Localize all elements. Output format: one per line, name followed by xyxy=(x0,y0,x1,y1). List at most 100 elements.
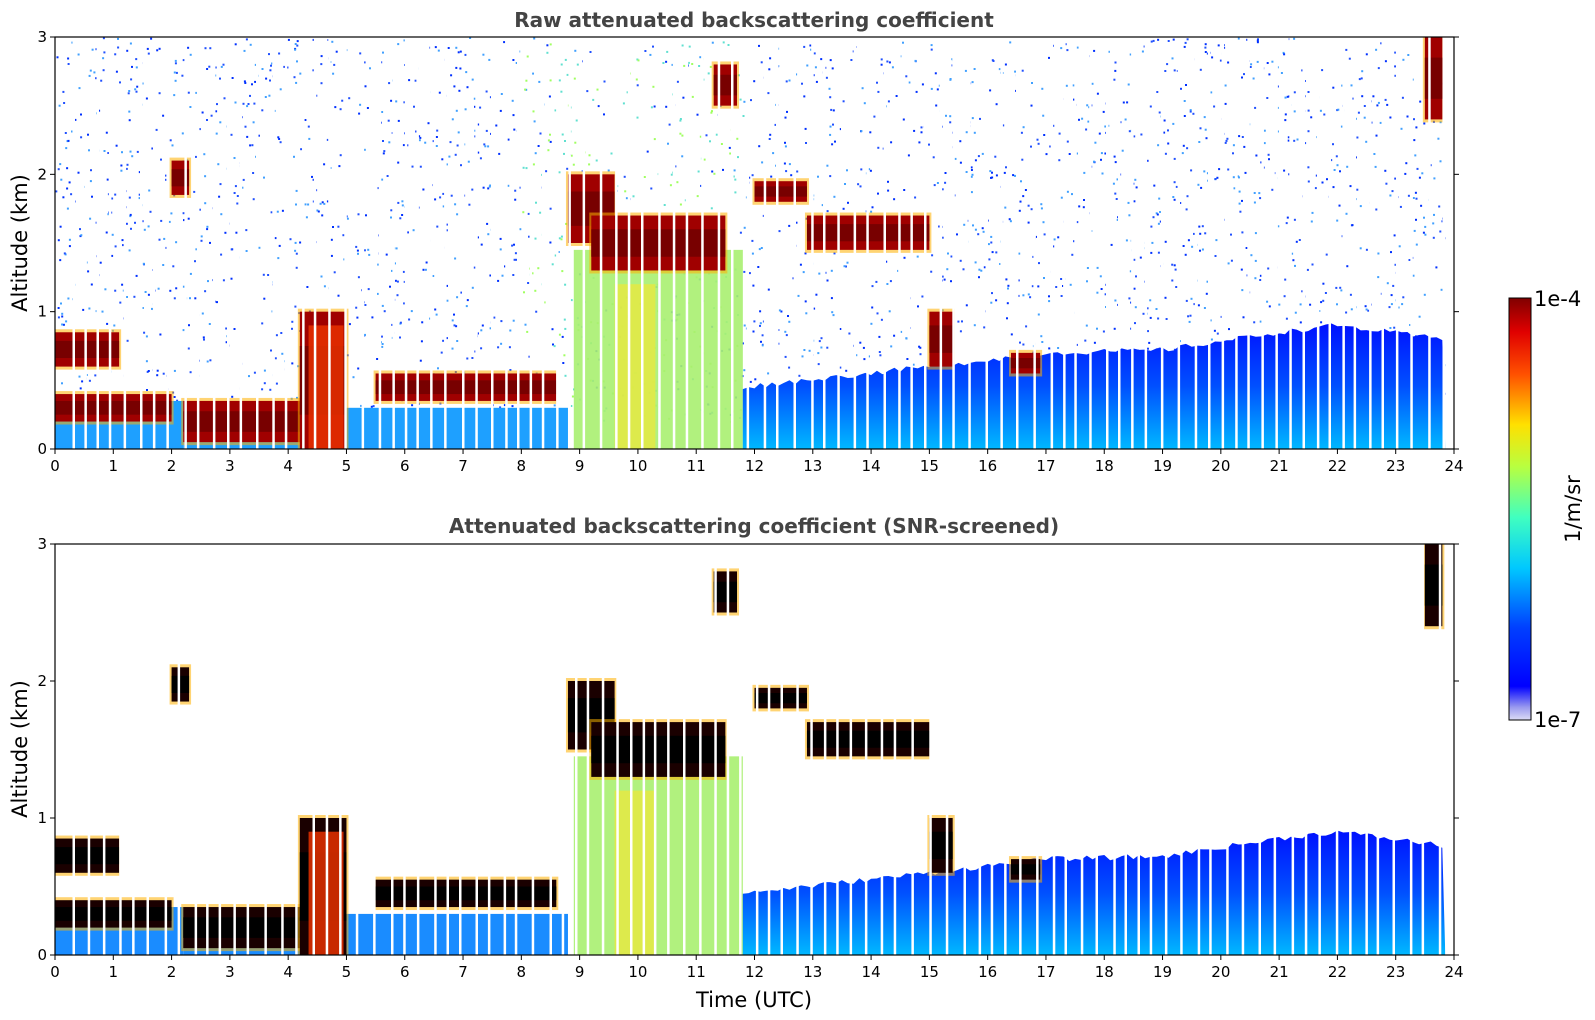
noise-speck xyxy=(382,152,385,155)
noise-speck xyxy=(57,316,60,319)
noise-speck xyxy=(889,280,892,283)
noise-speck xyxy=(1146,159,1149,162)
noise-speck xyxy=(1241,136,1244,138)
noise-speck xyxy=(869,131,872,134)
noise-speck xyxy=(1129,270,1132,273)
x-tick-label: 8 xyxy=(517,457,527,475)
noise-speck xyxy=(323,285,326,288)
missing-data-stripe xyxy=(776,37,779,449)
noise-speck xyxy=(1004,206,1007,209)
noise-speck xyxy=(1358,78,1361,81)
missing-data-stripe xyxy=(72,37,75,449)
noise-speck xyxy=(696,195,699,198)
noise-speck xyxy=(920,126,923,129)
noise-speck xyxy=(486,222,489,225)
noise-speck xyxy=(537,267,540,270)
noise-speck xyxy=(136,85,139,88)
noise-speck xyxy=(473,266,476,269)
missing-data-stripe xyxy=(355,544,359,955)
noise-speck xyxy=(588,154,591,157)
noise-speck xyxy=(557,251,560,253)
noise-speck xyxy=(1285,222,1288,225)
noise-speck xyxy=(743,324,746,327)
noise-speck xyxy=(1241,289,1244,292)
noise-speck xyxy=(1389,327,1392,329)
noise-speck xyxy=(1104,293,1107,296)
noise-speck xyxy=(263,176,265,179)
noise-speck xyxy=(990,176,992,179)
noise-speck xyxy=(1246,38,1249,41)
noise-speck xyxy=(1377,67,1380,70)
noise-speck xyxy=(1346,265,1349,268)
noise-speck xyxy=(1200,186,1203,189)
noise-speck xyxy=(552,343,554,346)
noise-speck xyxy=(1146,307,1149,310)
noise-speck xyxy=(1164,70,1167,72)
noise-speck xyxy=(878,335,881,338)
noise-speck xyxy=(915,90,918,93)
noise-speck xyxy=(1256,41,1259,44)
noise-speck xyxy=(995,103,998,106)
noise-speck xyxy=(1205,137,1208,140)
noise-speck xyxy=(464,53,467,56)
missing-data-stripe xyxy=(227,37,230,449)
noise-speck xyxy=(803,45,806,48)
noise-speck xyxy=(200,239,203,242)
noise-speck xyxy=(1186,147,1189,150)
noise-speck xyxy=(933,184,936,187)
noise-speck xyxy=(1284,96,1287,99)
noise-speck xyxy=(477,236,479,239)
x-tick-label: 14 xyxy=(862,457,881,475)
noise-speck xyxy=(1253,321,1256,324)
noise-speck xyxy=(80,234,83,237)
noise-speck xyxy=(1018,209,1021,212)
noise-speck xyxy=(1171,279,1174,282)
noise-speck xyxy=(761,344,764,347)
noise-speck xyxy=(1321,181,1324,184)
noise-speck xyxy=(1156,91,1159,93)
noise-speck xyxy=(135,274,138,277)
noise-speck xyxy=(1237,37,1240,40)
noise-speck xyxy=(653,105,656,108)
noise-speck xyxy=(431,140,434,143)
noise-speck xyxy=(436,129,439,132)
noise-speck xyxy=(408,79,411,82)
noise-speck xyxy=(509,369,512,371)
noise-speck xyxy=(312,69,315,72)
noise-speck xyxy=(1191,245,1194,248)
noise-speck xyxy=(390,216,392,219)
noise-speck xyxy=(1291,252,1294,255)
missing-data-stripe xyxy=(344,37,347,449)
noise-speck xyxy=(1127,201,1130,204)
noise-speck xyxy=(821,204,824,207)
noise-speck xyxy=(455,46,458,49)
noise-speck xyxy=(194,297,197,300)
noise-speck xyxy=(360,404,363,407)
noise-speck xyxy=(367,288,370,291)
noise-speck xyxy=(403,101,406,104)
noise-speck xyxy=(943,278,946,281)
noise-speck xyxy=(973,324,976,327)
noise-speck xyxy=(917,305,919,308)
missing-data-stripe xyxy=(939,37,943,449)
noise-speck xyxy=(445,337,448,340)
noise-speck xyxy=(1432,222,1435,225)
x-tick-label: 12 xyxy=(745,963,764,981)
noise-speck xyxy=(386,175,389,177)
x-tick-label: 10 xyxy=(628,457,647,475)
noise-speck xyxy=(1017,279,1020,282)
noise-speck xyxy=(246,135,249,138)
noise-speck xyxy=(965,304,968,307)
noise-speck xyxy=(451,118,454,121)
noise-speck xyxy=(1175,185,1178,188)
noise-speck xyxy=(545,170,548,173)
noise-speck xyxy=(383,150,386,153)
x-tick-label: 12 xyxy=(745,457,764,475)
noise-speck xyxy=(859,341,862,344)
y-tick-label: 2 xyxy=(37,672,47,690)
noise-speck xyxy=(222,63,225,66)
noise-speck xyxy=(566,167,569,170)
missing-data-stripe xyxy=(206,544,209,955)
noise-speck xyxy=(1082,206,1085,209)
